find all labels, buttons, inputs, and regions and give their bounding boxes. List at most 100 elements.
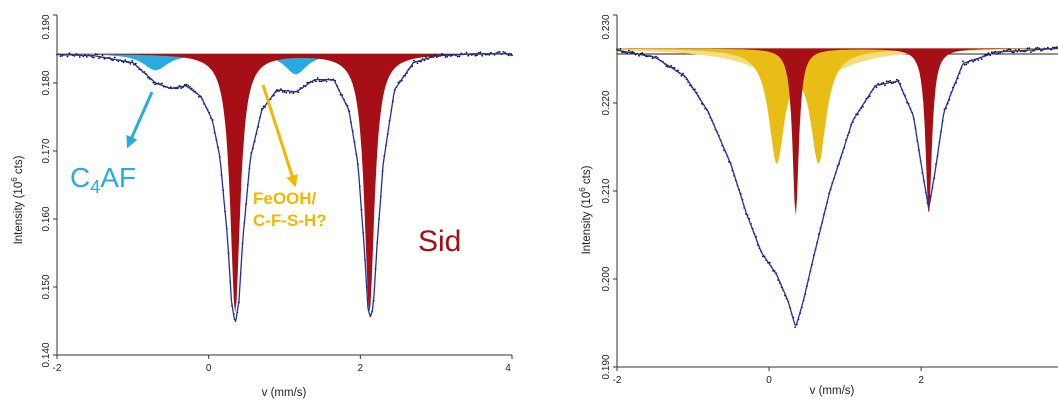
data-point: [887, 80, 890, 83]
data-point: [896, 78, 898, 81]
data-point: [794, 326, 796, 328]
data-point: [318, 80, 321, 83]
data-point: [288, 92, 291, 94]
data-point: [101, 54, 104, 57]
y-tick-label: 0.190: [601, 354, 612, 379]
data-point: [889, 79, 891, 82]
data-point: [474, 54, 477, 57]
data-point: [638, 54, 640, 57]
data-point: [91, 56, 93, 58]
data-point: [78, 56, 81, 58]
component-fill: [57, 53, 512, 75]
data-point: [651, 57, 654, 60]
component-fill: [617, 48, 1058, 164]
data-point: [1052, 46, 1054, 49]
data-point: [325, 80, 328, 83]
data-point: [504, 51, 506, 54]
data-point: [467, 54, 470, 57]
data-point: [297, 91, 300, 94]
data-point: [481, 54, 484, 57]
right-data-points: [616, 46, 1058, 328]
data-point: [154, 83, 156, 86]
data-point: [977, 59, 980, 61]
data-point: [626, 52, 629, 55]
data-point: [479, 51, 482, 54]
data-point: [441, 53, 443, 55]
data-point: [884, 84, 886, 87]
data-point: [497, 51, 499, 54]
x-tick-label: 2: [358, 363, 364, 374]
left-component-fills: [57, 53, 512, 313]
feooh-annotation-line2: C-F-S-H?: [253, 211, 327, 230]
data-point: [113, 56, 116, 59]
data-point: [1007, 48, 1010, 51]
data-point: [963, 64, 966, 66]
data-point: [670, 64, 673, 67]
y-tick-label: 0.170: [41, 138, 52, 163]
data-point: [1026, 47, 1029, 50]
data-point: [1055, 46, 1058, 48]
data-point: [434, 53, 436, 56]
data-point: [965, 63, 968, 66]
data-point: [628, 49, 630, 52]
data-point: [458, 55, 461, 58]
data-point: [502, 51, 505, 53]
data-point: [987, 52, 990, 54]
data-point: [161, 82, 163, 85]
data-point: [641, 52, 644, 54]
data-point: [507, 54, 510, 57]
data-point: [511, 54, 513, 57]
left-fit-envelope: [56, 53, 512, 321]
data-point: [92, 56, 95, 59]
data-point: [285, 91, 288, 94]
data-point: [428, 55, 431, 57]
data-point: [673, 67, 676, 69]
data-point: [1036, 46, 1039, 49]
data-point: [631, 50, 634, 53]
data-point: [665, 65, 668, 67]
sid-annotation: Sid: [418, 225, 461, 258]
x-tick-label: 2: [918, 375, 924, 386]
data-point: [197, 96, 200, 98]
right-panel: -2 0 2 0.190 0.200 0.210 0.220 0.230 Intensity …: [578, 14, 1058, 397]
data-point: [619, 48, 622, 50]
data-point: [435, 56, 438, 58]
data-point: [444, 56, 447, 58]
data-point: [1028, 47, 1031, 50]
data-point: [972, 60, 975, 63]
data-point: [180, 87, 183, 89]
data-point: [413, 59, 415, 62]
left-y-label: Intensity (106 cts): [10, 155, 25, 244]
data-point: [680, 74, 683, 77]
data-point: [122, 61, 125, 64]
feooh-annotation-line1: FeOOH/: [253, 189, 317, 208]
data-point: [677, 69, 679, 72]
data-point: [1013, 51, 1015, 54]
left-ticks: -2 0 2 4 0.140 0.150 0.160 0.170 0.180 0.190: [41, 14, 513, 374]
data-point: [1030, 51, 1032, 53]
data-point: [85, 56, 88, 58]
c4af-arrow: [126, 91, 154, 149]
data-point: [470, 54, 473, 56]
data-point: [234, 320, 237, 322]
data-point: [962, 60, 964, 63]
right-component-fills: [617, 48, 1058, 216]
data-point: [885, 80, 888, 83]
data-point: [996, 53, 998, 55]
y-tick-label: 0.210: [601, 178, 612, 203]
data-point: [420, 60, 422, 63]
right-x-label: v (mm/s): [810, 385, 855, 397]
data-point: [98, 57, 100, 59]
c4af-annotation: C4AF: [70, 162, 136, 197]
left-panel: -2 0 2 4 0.140 0.150 0.160 0.170 0.180 0.190 Inte…: [10, 14, 513, 399]
data-point: [990, 51, 993, 53]
data-point: [320, 80, 323, 83]
data-point: [315, 80, 317, 83]
data-point: [416, 62, 419, 65]
data-point: [112, 59, 114, 62]
data-point: [306, 81, 309, 84]
data-point: [103, 57, 106, 60]
data-point: [1040, 49, 1042, 52]
data-point: [446, 55, 449, 58]
